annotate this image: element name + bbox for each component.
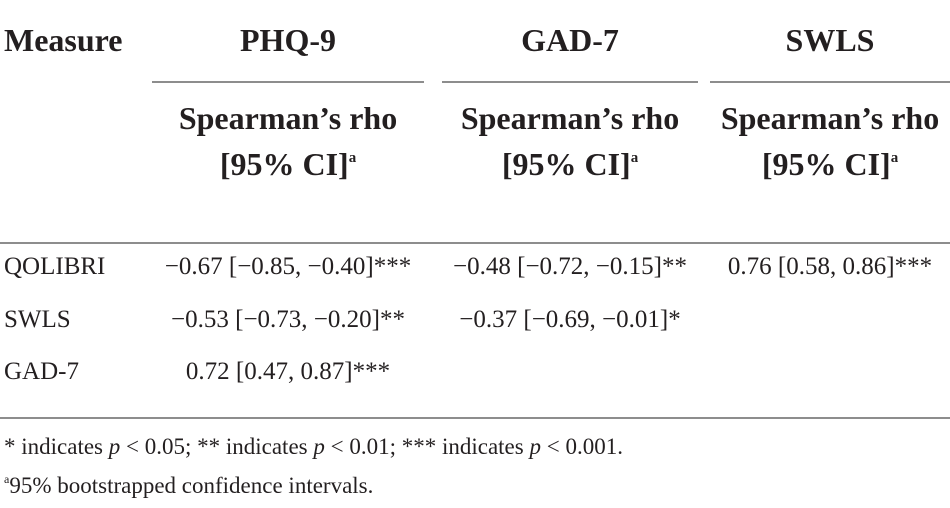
subheader-line1: Spearman’s rho [460,100,680,136]
table-cell: −0.37 [−0.69, −0.01]* [459,306,681,333]
subheader-marker: a [890,150,899,166]
subheader-phq9: Spearman’s rho [95% CI]a [152,98,424,184]
subheader-gad7: Spearman’s rho [95% CI]a [442,98,698,184]
subheader-line2: [95% CI] [219,146,349,182]
row-label: QOLIBRI [4,253,106,280]
footnote-text: < 0.05; ** indicates [120,434,314,459]
spanner-rule-phq9 [152,81,424,83]
footnote-text: < 0.01; *** indicates [324,434,530,459]
row-label: SWLS [4,306,71,333]
subheader-marker: a [348,150,357,166]
subheader-line1: Spearman’s rho [720,100,940,136]
footnote-text: * indicates [4,434,109,459]
table-cell: 0.76 [0.58, 0.86]*** [727,253,933,280]
subheader-line2: [95% CI] [761,146,891,182]
footnote-marker: a [4,472,10,486]
subheader-line2: [95% CI] [501,146,631,182]
measure-header: Measure [4,22,123,58]
subheader-line1: Spearman’s rho [178,100,398,136]
footnote-p-variable: p [313,434,325,459]
ci-footnote: a95% bootstrapped confidence intervals. [4,472,373,499]
row-label: GAD-7 [4,358,79,385]
spanner-rule-swls [710,81,950,83]
footnote-text: 95% bootstrapped confidence intervals. [9,473,374,498]
spanner-rule-gad7 [442,81,698,83]
table-cell: 0.72 [0.47, 0.87]*** [185,358,391,385]
footnote-text: < 0.001. [540,434,623,459]
table-cell: −0.48 [−0.72, −0.15]** [453,253,687,280]
subheader-marker: a [630,150,639,166]
column-header-swls: SWLS [785,22,875,58]
header-bottom-rule [0,242,950,244]
column-header-phq9: PHQ-9 [240,22,336,58]
footnote-p-variable: p [529,434,541,459]
footnote-p-variable: p [108,434,121,459]
significance-footnote: * indicates p < 0.05; ** indicates p < 0… [4,434,623,460]
table-cell: −0.67 [−0.85, −0.40]*** [164,253,412,280]
table-cell: −0.53 [−0.73, −0.20]** [171,306,405,333]
table-bottom-rule [0,417,950,419]
subheader-swls: Spearman’s rho [95% CI]a [710,98,950,184]
column-header-gad7: GAD-7 [521,22,619,58]
